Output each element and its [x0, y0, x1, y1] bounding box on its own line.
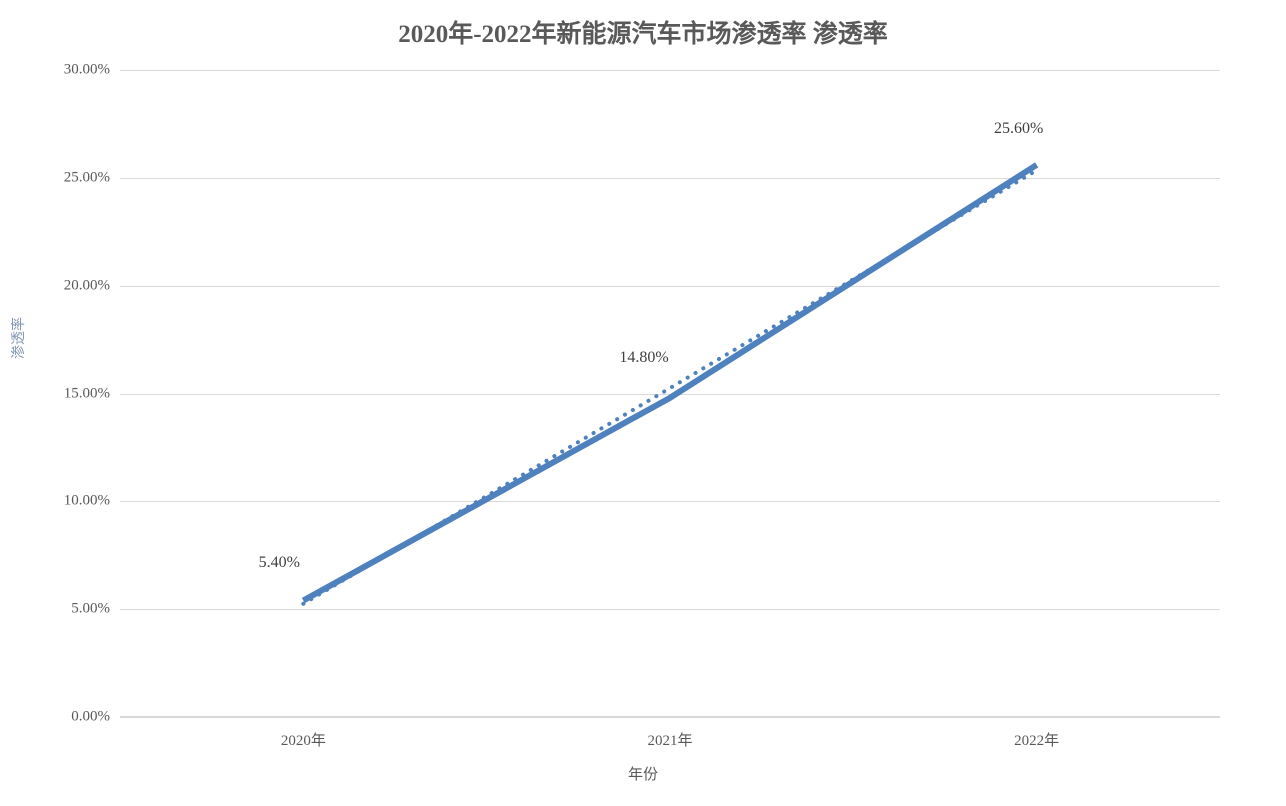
plot-area	[120, 70, 1220, 718]
gridline	[120, 501, 1220, 503]
y-axis-tick-label: 20.00%	[63, 277, 110, 294]
y-axis-title: 渗透率	[12, 317, 27, 359]
x-axis-title: 年份	[627, 767, 658, 783]
y-axis-tick-label: 25.00%	[63, 169, 110, 186]
data-point-label: 14.80%	[619, 348, 669, 366]
data-point-label: 5.40%	[258, 553, 300, 571]
gridline	[120, 70, 1220, 71]
gridline	[120, 393, 1220, 395]
y-axis-tick-label: 10.00%	[63, 492, 110, 509]
y-axis-tick-label: 15.00%	[63, 385, 110, 401]
gridline	[120, 285, 1220, 287]
y-axis-tick-label: 0.00%	[71, 708, 110, 725]
gridline	[120, 177, 1220, 179]
x-axis-tick-label: 2021年	[647, 733, 693, 749]
chart-title: 2020年-2022年新能源汽车市场渗透率 渗透率	[398, 21, 888, 48]
x-axis-line	[120, 716, 1220, 718]
data-point-label: 25.60%	[993, 119, 1044, 137]
y-axis-tick-label: 30.00%	[63, 61, 110, 78]
gridline	[120, 609, 1220, 611]
x-axis-tick-label: 2022年	[1014, 733, 1060, 749]
y-axis-tick-label: 5.00%	[71, 600, 110, 617]
x-axis-tick-label: 2020年	[280, 733, 326, 749]
